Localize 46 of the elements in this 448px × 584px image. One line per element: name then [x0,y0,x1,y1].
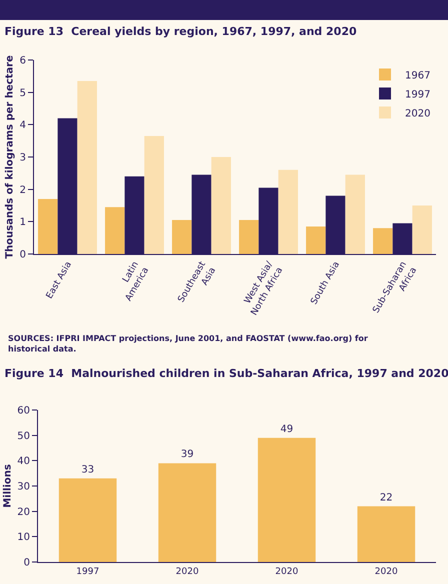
y-axis-title: Thousands of kilograms per hectare [4,55,16,259]
chart-title: Figure 13 Cereal yields by region, 1967, 1997, and 2020 [4,24,357,38]
bar [278,170,298,254]
y-tick-label: 1 [20,217,26,228]
x-tick-label: 2020 [374,566,398,577]
data-label: 33 [81,464,94,476]
bar [58,478,117,562]
bar [357,506,416,562]
bar [345,174,365,254]
y-tick-label: 6 [20,56,26,66]
y-tick-label: 5 [20,88,26,99]
bar [306,226,326,254]
y-axis-title: Millions [2,464,14,508]
bar [158,463,216,562]
y-tick-label: 60 [17,406,30,416]
bar [172,220,192,254]
y-tick-label: 0 [24,558,30,568]
legend-label: 2020 [405,108,430,120]
bar [258,438,316,562]
x-tick-label: 1997 [76,566,100,577]
chart-title: Figure 14 Malnourished children in Sub-Saharan Africa, 1997 and 2020 [4,366,448,380]
y-tick-label: 30 [17,482,30,492]
legend-label: 1997 [405,89,430,100]
data-label: 39 [180,449,194,460]
bar [105,207,125,254]
legend-label: 1967 [405,70,430,82]
bar [211,157,231,254]
y-tick-label: 20 [17,506,30,518]
y-tick-label: 2 [20,184,26,196]
y-tick-label: 50 [17,430,30,442]
bar [77,81,97,254]
bar [144,136,164,254]
y-tick-label: 4 [20,120,26,132]
bar [239,220,259,254]
x-tick-label: 2020 [176,566,199,577]
y-tick-label: 3 [20,152,26,164]
x-tick-label: 2020 [275,566,298,577]
bar [412,206,432,254]
y-tick-label: 10 [17,532,30,544]
y-tick-label: 40 [17,456,30,468]
source-note: SOURCES: IFPRI IMPACT projections, June 2001, and FAOSTAT (www.fao.org) for historical data. [8,334,368,354]
bar [373,228,393,254]
data-label: 22 [380,492,393,504]
data-label: 49 [280,424,294,435]
y-tick-label: 0 [20,250,26,260]
bar [38,199,58,254]
